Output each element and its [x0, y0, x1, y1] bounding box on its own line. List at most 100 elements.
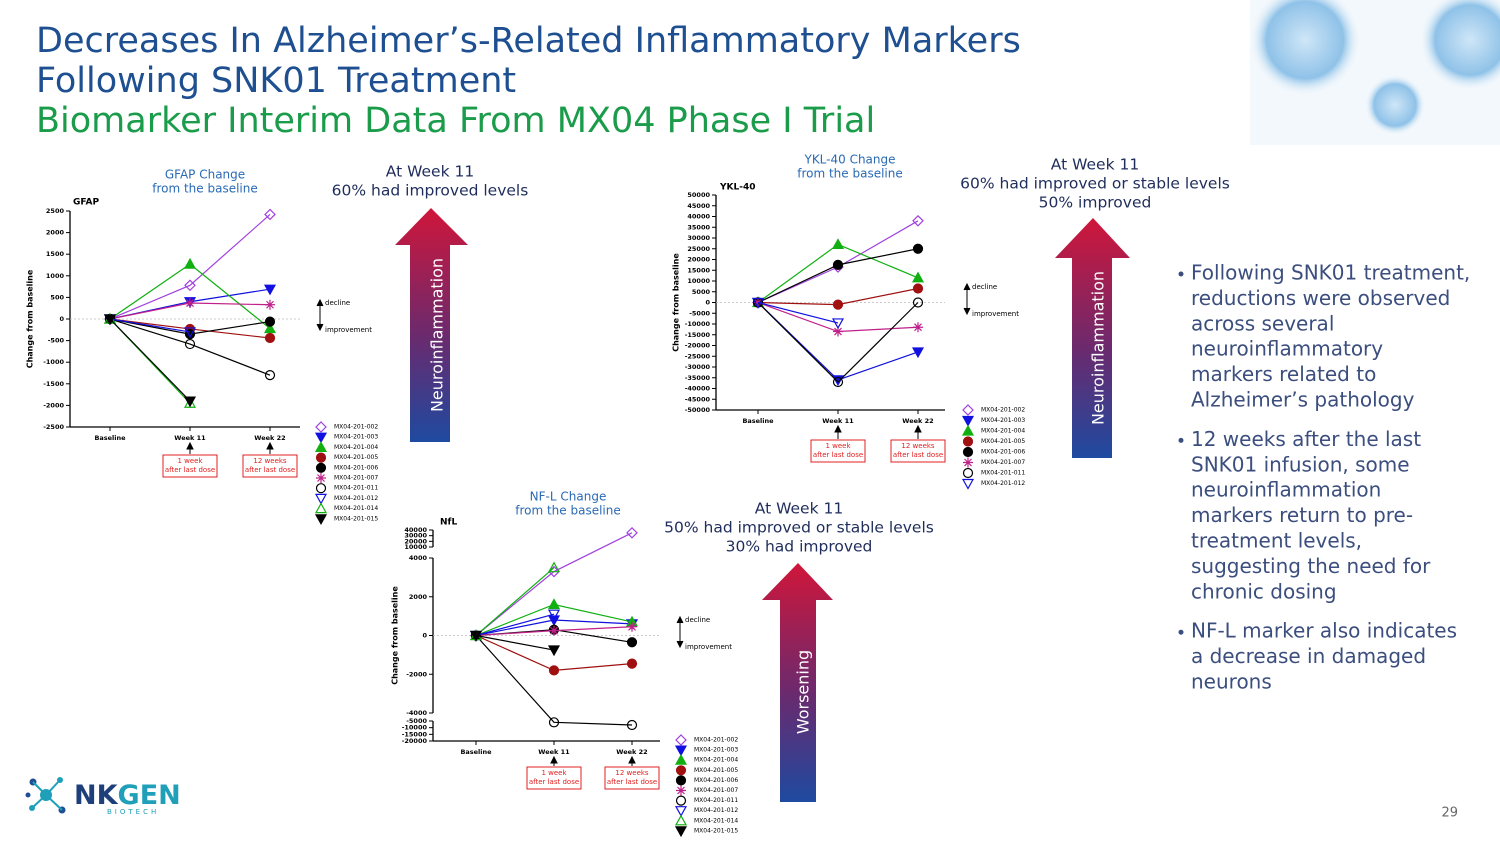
- callout-line: 60% had improved levels: [332, 182, 529, 200]
- legend-marker: [315, 483, 327, 494]
- legend-label: MX04-201-003: [981, 417, 1025, 424]
- logo-name-part: GEN: [118, 780, 181, 811]
- legend-marker: [314, 493, 328, 505]
- y-tick-label: -5000: [406, 717, 427, 725]
- y-tick-label: -35000: [685, 374, 711, 382]
- decline-label: decline: [325, 299, 350, 307]
- y-tick-label: 5000: [692, 288, 711, 296]
- y-tick-label: -4000: [406, 709, 427, 717]
- legend-marker: [676, 785, 686, 796]
- series-line: [109, 318, 271, 376]
- y-tick-label: 15000: [687, 266, 710, 274]
- x-tick-label: Baseline: [742, 417, 774, 425]
- y-tick-label: 20000: [404, 537, 427, 545]
- title-line: Decreases In Alzheimer’s-Related Inflamm…: [36, 21, 1021, 61]
- legend-marker: [963, 457, 973, 468]
- y-tick-label: 2500: [46, 207, 65, 215]
- title-line: Following SNK01 Treatment: [36, 61, 516, 101]
- chart-caption: from the baseline: [797, 167, 903, 181]
- x-tick-label: Baseline: [94, 434, 126, 442]
- note-text: 12 weeks: [253, 457, 287, 465]
- legend-marker: [675, 765, 687, 776]
- data-point: [265, 299, 275, 310]
- y-tick-label: -25000: [685, 352, 711, 360]
- y-tick-label: -10000: [402, 724, 428, 732]
- y-tick-label: -45000: [685, 395, 711, 403]
- decline-label: decline: [685, 616, 710, 624]
- chart-title: GFAP: [73, 198, 99, 208]
- y-tick-label: 25000: [687, 245, 710, 253]
- note-text: after last dose: [165, 466, 215, 474]
- bullet-line: neurons: [1191, 670, 1272, 694]
- bullet-line: neuroinflammatory: [1191, 337, 1383, 361]
- chart-caption: from the baseline: [152, 182, 258, 196]
- legend-label: MX04-201-014: [334, 505, 378, 512]
- chart-caption: GFAP Change: [165, 168, 245, 182]
- data-point: [833, 326, 843, 337]
- y-tick-label: -40000: [685, 385, 711, 393]
- legend-marker: [675, 795, 687, 806]
- data-point: [547, 598, 561, 610]
- note-text: 1 week: [825, 442, 851, 450]
- data-point: [185, 298, 195, 309]
- data-point: [547, 645, 561, 657]
- legend-marker: [674, 745, 688, 757]
- legend-marker: [316, 473, 326, 483]
- series-line: [757, 302, 919, 383]
- bullet-dot: [1178, 437, 1184, 443]
- legend-label: MX04-201-002: [334, 424, 378, 431]
- logo: NKGEN BIOTECH: [25, 777, 181, 816]
- legend-label: MX04-201-007: [694, 787, 738, 794]
- legend-label: MX04-201-004: [694, 757, 738, 764]
- legend-marker: [674, 806, 688, 817]
- bullet-dot: [1178, 271, 1184, 277]
- data-point: [263, 284, 277, 296]
- bullet-line: treatment levels,: [1191, 529, 1362, 553]
- x-tick-label: Week 11: [822, 417, 854, 425]
- data-point: [913, 322, 923, 333]
- x-tick-label: Week 22: [616, 748, 647, 756]
- legend-marker: [961, 478, 975, 490]
- data-point: [547, 615, 561, 627]
- data-point: [832, 299, 844, 310]
- y-tick-label: 30000: [404, 532, 427, 540]
- y-tick-label: 0: [705, 299, 710, 307]
- legend-label: MX04-201-006: [981, 449, 1025, 456]
- direction-arrow: [963, 282, 971, 316]
- data-point: [832, 376, 844, 388]
- y-tick-label: 20000: [687, 256, 710, 264]
- y-tick-label: 0: [59, 315, 64, 323]
- legend-label: MX04-201-011: [981, 470, 1025, 477]
- legend-label: MX04-201-007: [334, 475, 378, 482]
- y-tick-label: -50000: [685, 406, 711, 414]
- y-tick-label: 50000: [687, 191, 710, 199]
- legend-label: MX04-201-002: [981, 407, 1025, 414]
- legend-marker: [961, 415, 975, 427]
- note-text: after last dose: [529, 778, 579, 786]
- data-point: [264, 208, 276, 221]
- series-line: [109, 318, 191, 333]
- callout-line: 50% improved: [1039, 194, 1152, 212]
- y-tick-label: 35000: [687, 223, 710, 231]
- y-tick-label: 1000: [46, 272, 65, 280]
- series-line: [475, 613, 555, 637]
- legend-label: MX04-201-011: [334, 485, 378, 492]
- note-box: [526, 766, 582, 790]
- note-box: [162, 454, 218, 478]
- note-text: after last dose: [245, 466, 295, 474]
- series-line: [109, 214, 271, 320]
- x-tick-label: Baseline: [460, 748, 492, 756]
- note-arrow: [550, 755, 558, 766]
- legend-marker: [674, 753, 688, 765]
- callout-line: At Week 11: [755, 500, 843, 518]
- legend-marker: [314, 502, 328, 514]
- data-point: [264, 370, 276, 381]
- y-tick-label: -20000: [685, 342, 711, 350]
- bullet-line: chronic dosing: [1191, 579, 1337, 603]
- legend-marker: [962, 446, 974, 458]
- legend-label: MX04-201-005: [334, 454, 378, 461]
- arrow: Worsening: [762, 563, 833, 802]
- bullet-line: a decrease in damaged: [1191, 644, 1426, 668]
- legend-marker: [675, 775, 687, 786]
